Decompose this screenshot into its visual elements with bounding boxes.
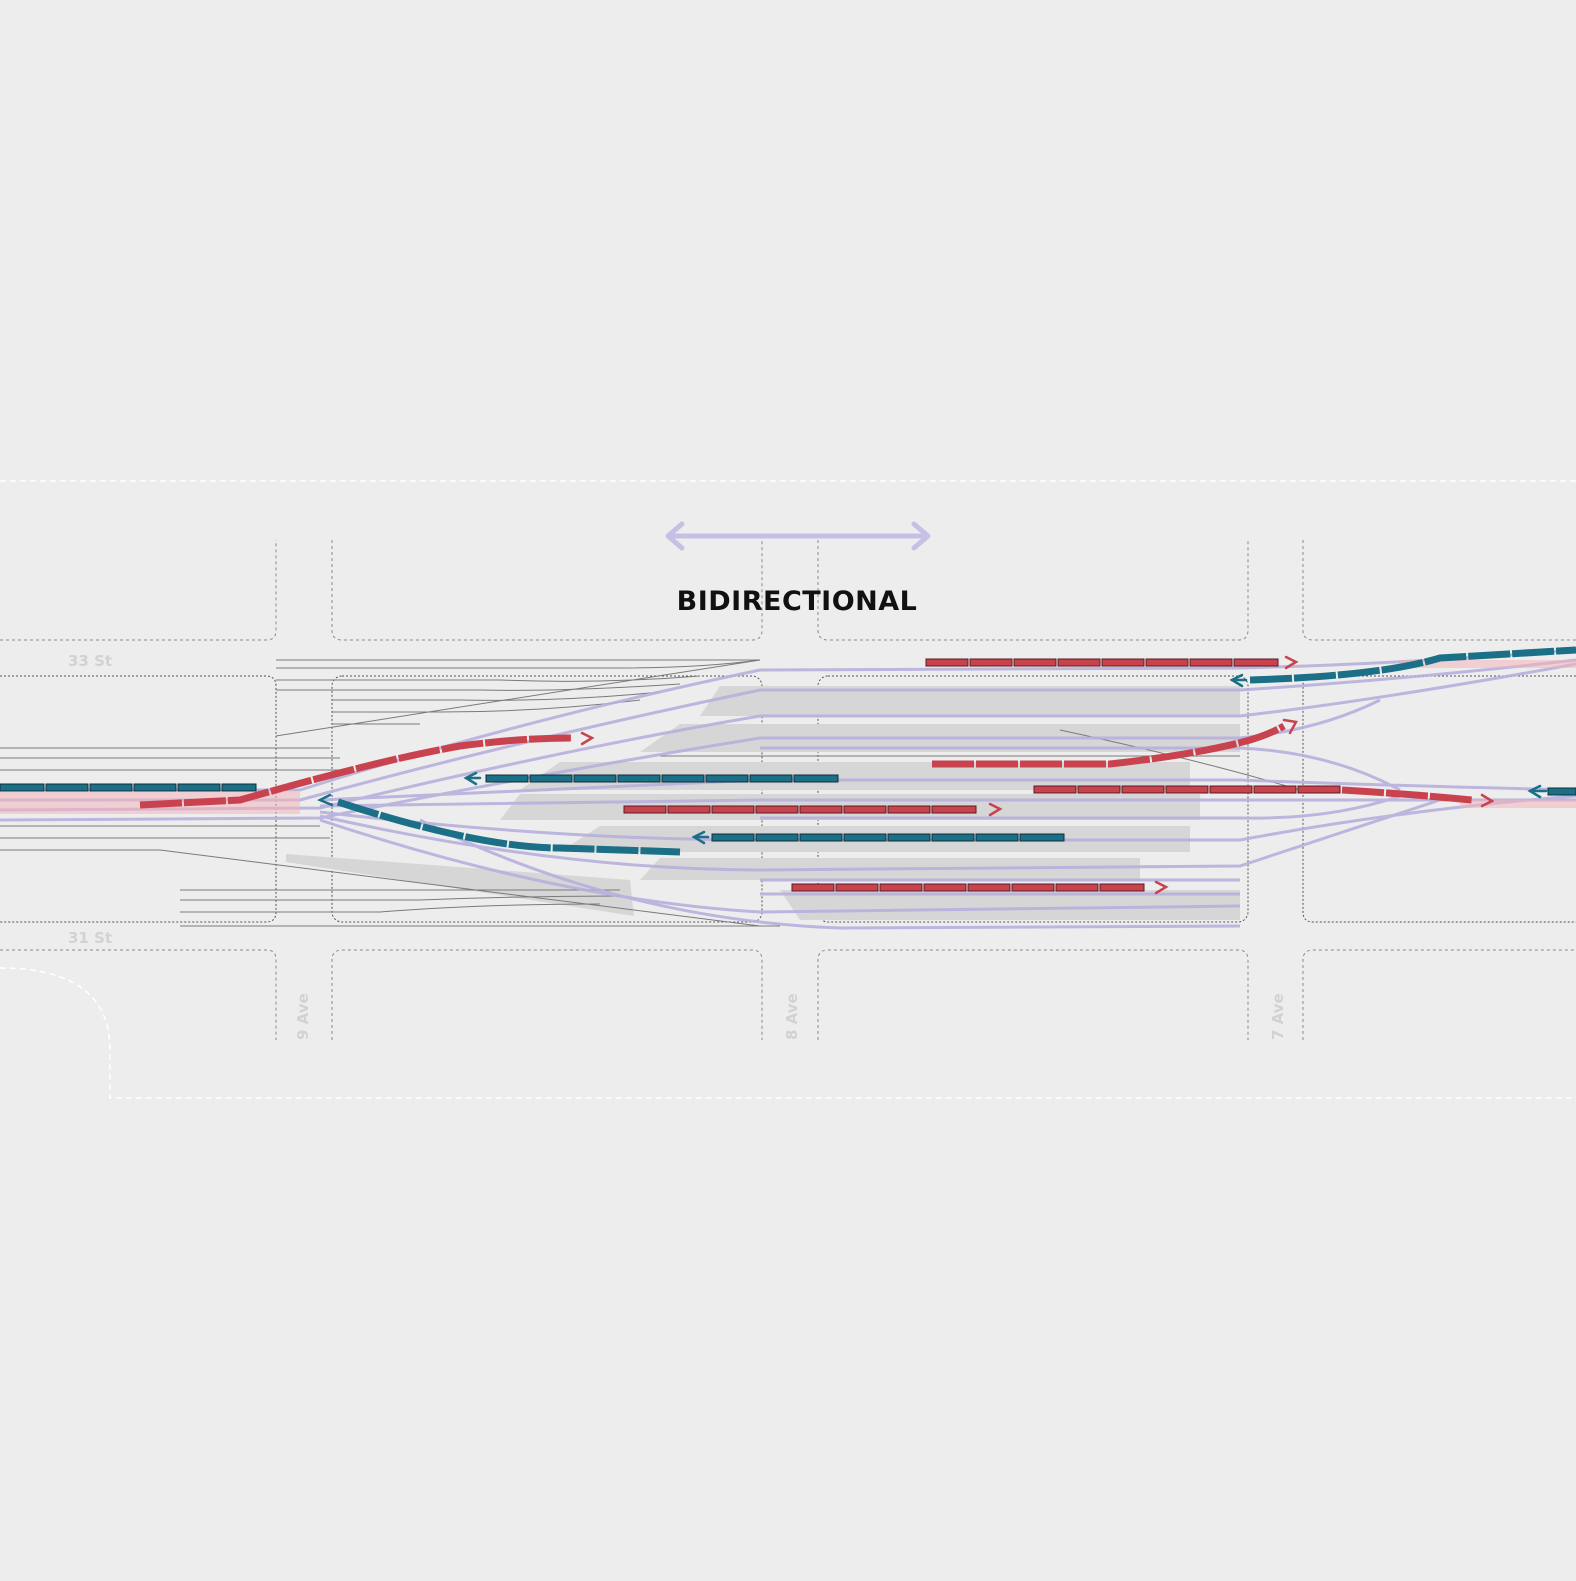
train-westbound-4 bbox=[336, 798, 681, 856]
arrow-left-icon bbox=[316, 793, 334, 807]
train-westbound-5 bbox=[1249, 646, 1576, 684]
train-westbound-3 bbox=[711, 833, 1065, 842]
existing-tracks bbox=[0, 659, 1301, 927]
avenue-label-8ave: 8 Ave bbox=[783, 993, 801, 1040]
westbound-trains bbox=[0, 646, 1576, 856]
direction-arrows bbox=[316, 655, 1548, 895]
train-eastbound-3 bbox=[791, 883, 1145, 892]
avenue-label-9ave: 9 Ave bbox=[294, 993, 312, 1040]
train-eastbound-6 bbox=[932, 722, 1286, 768]
train-westbound-2 bbox=[485, 774, 839, 783]
arrow-right-icon bbox=[580, 731, 595, 746]
arrow-right-icon bbox=[988, 802, 1003, 817]
arrow-right-icon bbox=[1154, 880, 1169, 895]
train-eastbound-4 bbox=[1033, 785, 1341, 794]
street-label-33st: 33 St bbox=[68, 652, 112, 670]
train-eastbound-2 bbox=[623, 805, 977, 814]
train-eastbound-1 bbox=[925, 658, 1279, 667]
street-label-31st: 31 St bbox=[68, 929, 112, 947]
site-outline bbox=[0, 480, 1576, 1099]
eastbound-trains bbox=[139, 658, 1473, 892]
train-eastbound-4-tail bbox=[1341, 786, 1473, 804]
blocks-south bbox=[0, 949, 1576, 1040]
diagram-title: BIDIRECTIONAL bbox=[677, 586, 918, 617]
blocks-north bbox=[0, 540, 1576, 641]
double-headed-arrow-icon bbox=[665, 521, 931, 551]
arrow-right-icon bbox=[1480, 793, 1495, 808]
train-eastbound-5 bbox=[139, 734, 573, 809]
arrow-right-icon bbox=[1282, 718, 1298, 735]
avenue-label-7ave: 7 Ave bbox=[1269, 993, 1287, 1040]
train-westbound-1 bbox=[0, 783, 257, 792]
arrow-right-icon bbox=[1284, 655, 1299, 670]
